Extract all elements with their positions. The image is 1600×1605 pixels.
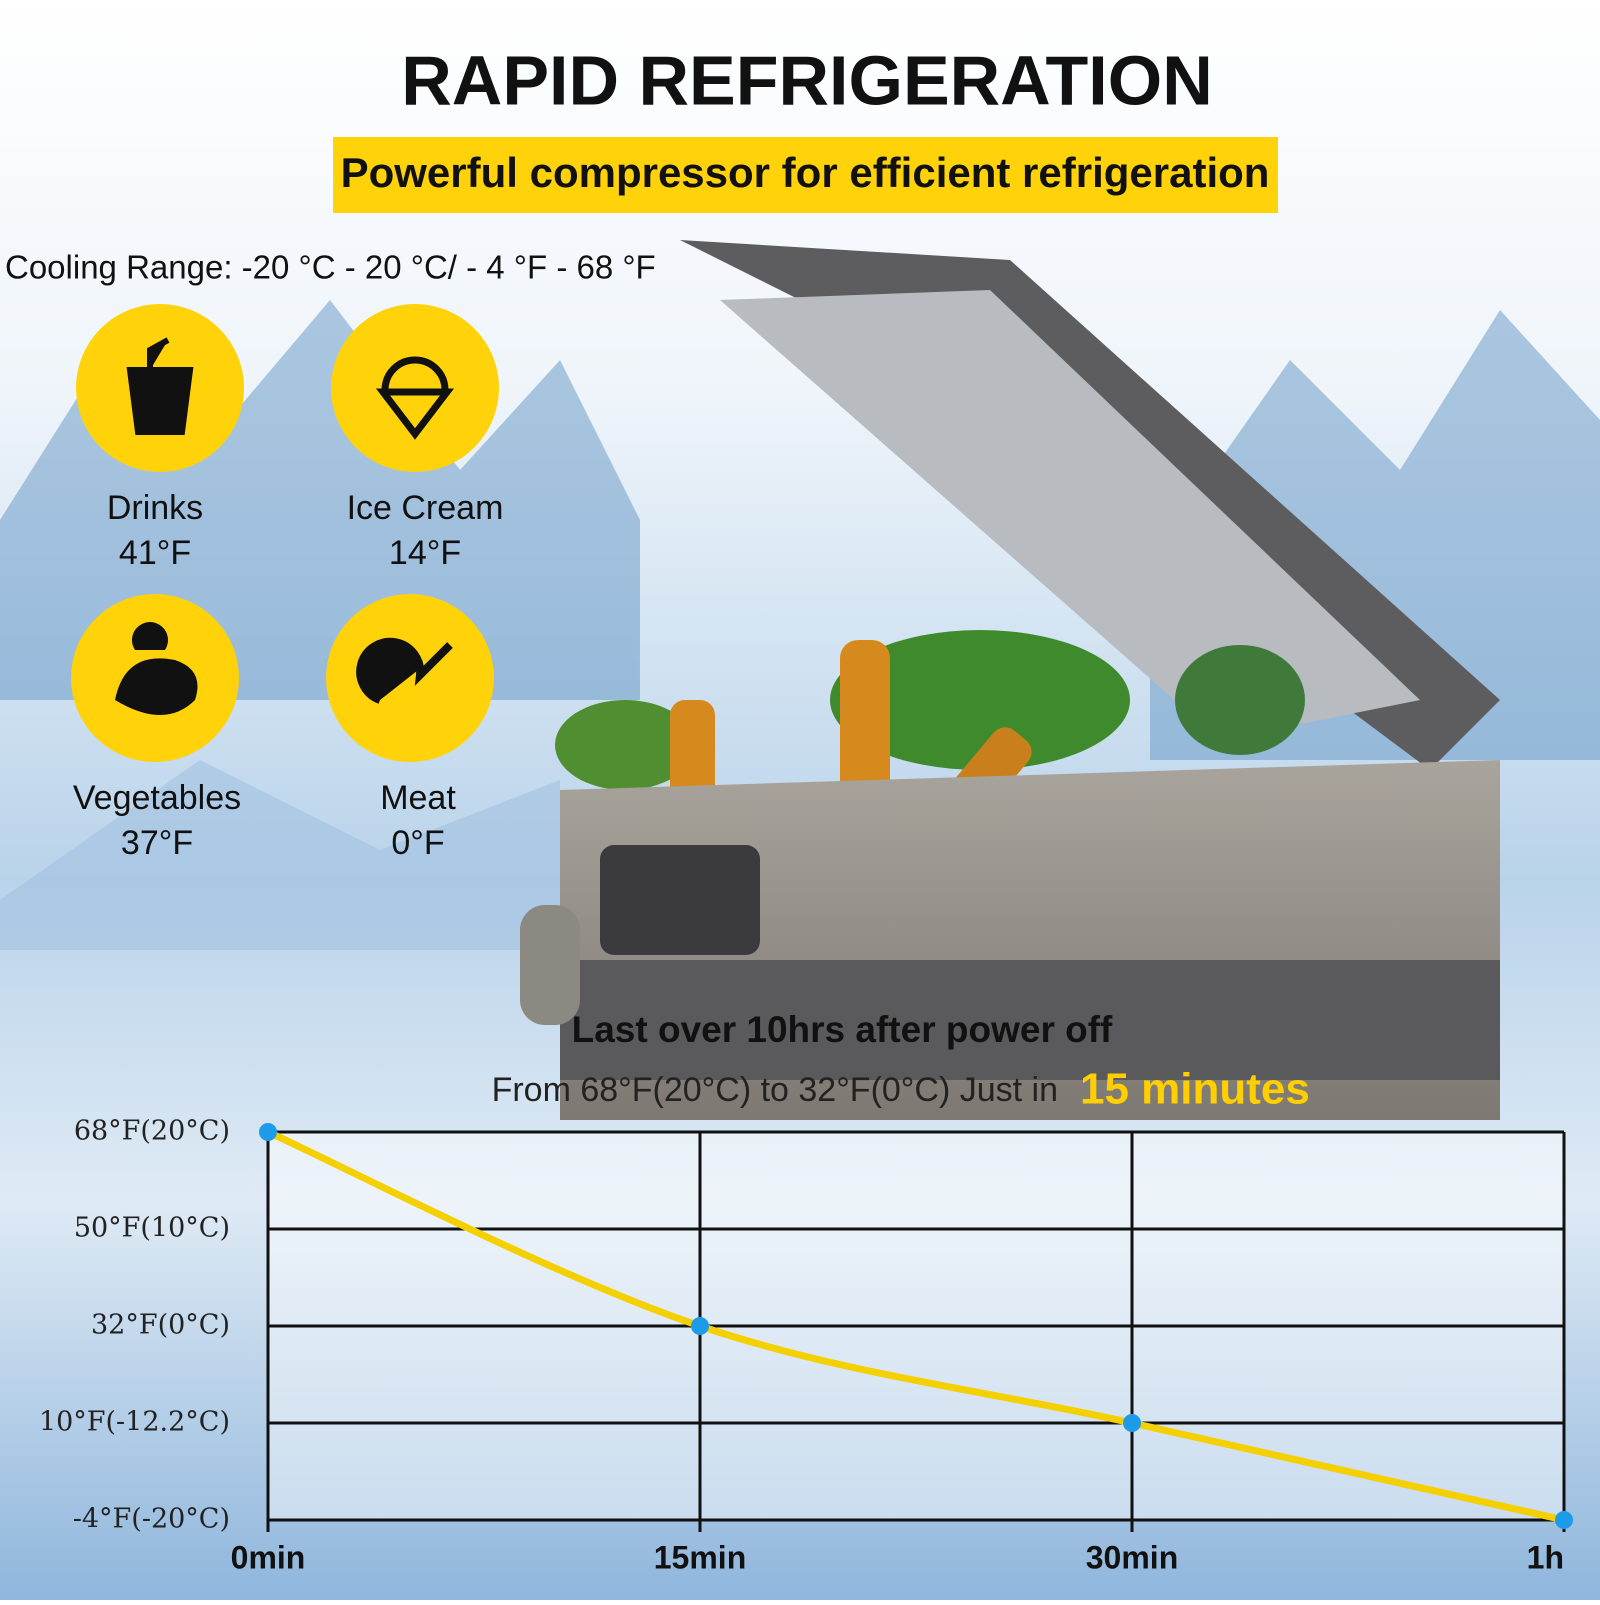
x-tick-label: 0min (231, 1539, 306, 1575)
point (259, 1123, 277, 1141)
food-name: Drinks (107, 489, 203, 527)
subtitle-banner (333, 137, 1278, 213)
food-name: Meat (380, 779, 456, 817)
cooler-illustration (520, 240, 1500, 1120)
food-icons (71, 304, 499, 762)
food-temperature: 37°F (121, 824, 193, 862)
point (1555, 1511, 1573, 1529)
ice-cream-icon (375, 356, 455, 440)
point (1123, 1414, 1141, 1432)
y-tick-label: 32°F(0°C) (91, 1310, 230, 1341)
x-tick-label: 15min (654, 1539, 746, 1575)
y-tick-label: 68°F(20°C) (74, 1116, 230, 1147)
icon-circle (326, 594, 494, 762)
y-tick-label: -4°F(-20°C) (73, 1504, 230, 1535)
food-name: Vegetables (73, 779, 241, 817)
food-temperature: 0°F (391, 824, 444, 862)
chart-highlight: 15 minutes (1080, 1065, 1310, 1114)
x-tick-label: 1h (1527, 1539, 1564, 1575)
y-tick-label: 10°F(-12.2°C) (39, 1407, 230, 1438)
chart-title: Last over 10hrs after power off (572, 1009, 1113, 1050)
point (691, 1317, 709, 1335)
food-name: Ice Cream (347, 489, 504, 527)
meat-icon (356, 637, 453, 704)
vegetable-icon (115, 622, 198, 715)
y-tick-label: 50°F(10°C) (74, 1213, 230, 1244)
drink-icon (126, 337, 194, 435)
subtitle: Powerful compressor for efficient refrig… (341, 149, 1270, 196)
chart-subtitle: From 68°F(20°C) to 32°F(0°C) Just in (492, 1071, 1058, 1109)
icon-circle (331, 304, 499, 472)
chart: 68°F(20°C) 50°F(10°C) 32°F(0°C) 10°F(-12.2°… (39, 1116, 1573, 1575)
cooling-range: Cooling Range: -20 °C - 20 °C/ - 4 °F - … (5, 249, 656, 286)
x-tick-label: 30min (1086, 1539, 1178, 1575)
food-temperature: 41°F (119, 534, 191, 572)
title: RAPID REFRIGERATION (401, 41, 1213, 119)
line (266, 1128, 1565, 1524)
food-temperature: 14°F (389, 534, 461, 572)
